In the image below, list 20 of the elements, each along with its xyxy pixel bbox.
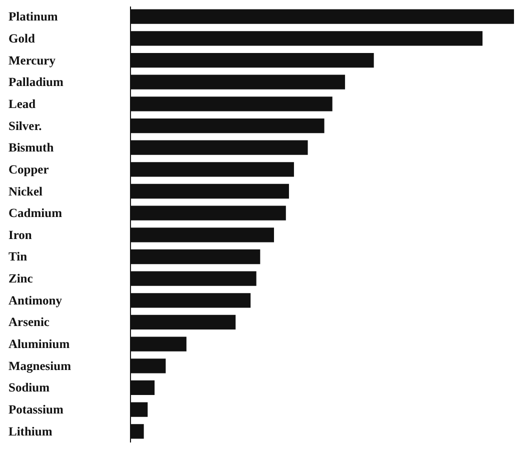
y-tick-label: Magnesium — [8, 358, 72, 373]
y-tick-label: Cadmium — [8, 206, 63, 220]
y-tick-label: Arsenic — [8, 315, 50, 330]
y-tick-label: Mercury — [8, 53, 56, 68]
y-tick-label: Copper — [8, 162, 50, 176]
y-tick-label: Antimony — [8, 293, 63, 308]
y-tick-label: Aluminium — [8, 337, 70, 352]
y-tick-label: Palladium — [8, 75, 64, 90]
y-tick-label: Bismuth — [8, 140, 54, 155]
y-tick-label: Potassium — [8, 402, 64, 417]
y-tick-label: Platinum — [8, 10, 58, 24]
y-tick-label: Lithium — [8, 424, 53, 438]
y-tick-label: Silver. — [8, 118, 42, 133]
y-tick-label: Iron — [8, 228, 32, 242]
y-tick-label: Lead — [8, 96, 36, 111]
y-tick-label: Sodium — [8, 380, 50, 395]
y-tick-label: Gold — [8, 31, 35, 46]
y-tick-label: Nickel — [8, 184, 44, 198]
y-tick-label: Tin — [8, 250, 28, 264]
y-tick-label: Zinc — [8, 272, 34, 286]
